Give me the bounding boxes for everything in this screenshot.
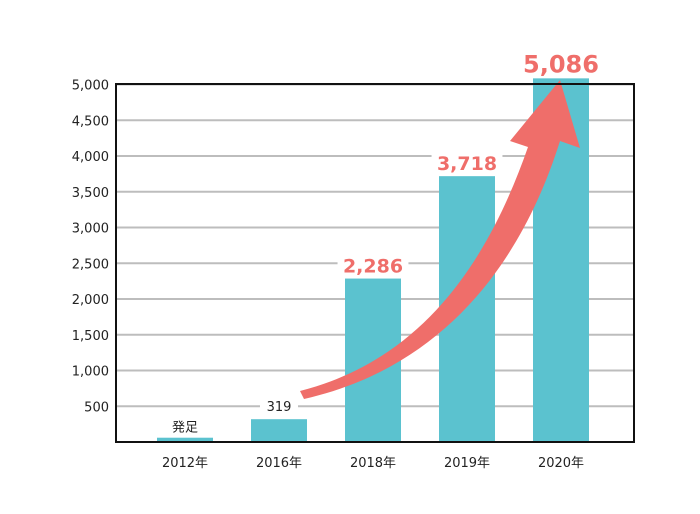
y-tick-label: 500 [84,400,109,415]
x-tick-label: 2018年 [350,456,396,471]
data-label-bg [517,47,605,78]
data-labels: 発足 319 2,286 3,718 5,086 [170,47,605,437]
data-label: 319 [267,400,292,415]
y-tick-label: 2,000 [72,293,109,308]
x-tick-label: 2020年 [538,456,584,471]
data-label: 発足 [172,421,198,436]
x-axis: 2012年 2016年 2018年 2019年 2020年 [162,456,584,471]
data-label-bg [259,396,299,417]
y-tick-label: 3,000 [72,222,109,237]
data-label: 3,718 [437,153,497,175]
plot-frame [115,83,635,443]
x-tick-label: 2012年 [162,456,208,471]
bar [157,437,213,442]
y-tick-label: 5,000 [72,79,109,94]
y-axis: 500 1,000 1,500 2,000 2,500 3,000 3,500 4,000 4,… [72,79,109,416]
x-tick-label: 2019年 [444,456,490,471]
bar [251,419,307,442]
data-label-bg [170,417,200,437]
arrow-shape [300,80,580,399]
y-tick-label: 2,500 [72,257,109,272]
x-tick-label: 2016年 [256,456,302,471]
data-label-bg [431,150,503,176]
y-tick-label: 4,500 [72,114,109,129]
y-tick-label: 1,500 [72,329,109,344]
y-tick-label: 3,500 [72,186,109,201]
data-label: 2,286 [343,256,403,278]
y-tick-label: 4,000 [72,150,109,165]
data-label-bg [337,252,409,278]
y-tick-label: 1,000 [72,365,109,380]
data-label: 5,086 [523,50,599,78]
growth-arrow-icon [300,80,580,399]
